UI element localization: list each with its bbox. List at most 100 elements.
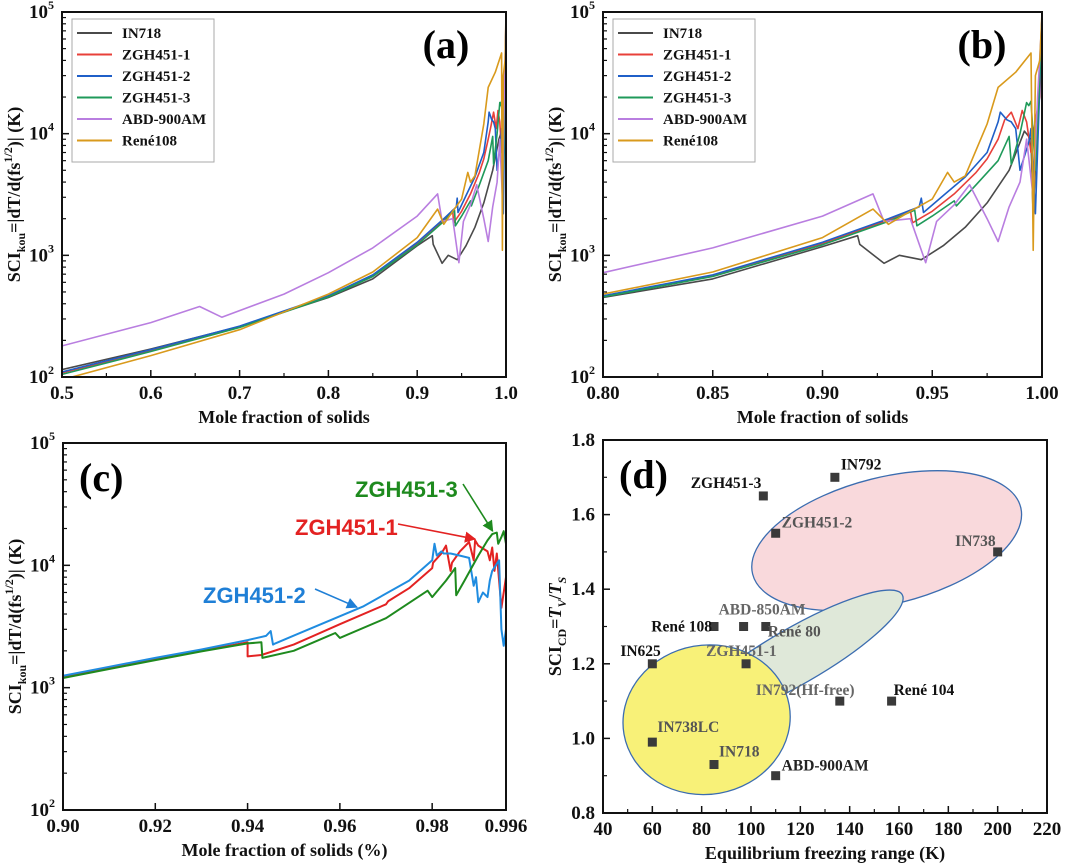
cluster-ellipse-low (622, 644, 791, 796)
y-tick-label: 0.8 (571, 803, 595, 824)
legend-label: ZGH451-1 (663, 48, 731, 64)
legend-label: René108 (663, 134, 718, 150)
legend-label: IN718 (122, 26, 161, 42)
x-tick-label: 180 (934, 819, 963, 840)
x-tick-label: 0.996 (485, 816, 528, 837)
legend: IN718 ZGH451-1 ZGH451-2 ZGH451-3 ABD-900AM Re… (612, 18, 756, 163)
square-marker (771, 528, 781, 538)
x-tick-label: 0.95 (916, 383, 949, 404)
y-tick-label: 1.2 (571, 654, 595, 675)
y-tick-label: 1.8 (571, 430, 595, 451)
legend-item: ZGH451-2 (77, 69, 190, 85)
point-label: René 104 (894, 682, 955, 699)
series-line-zgh451-3 (63, 530, 506, 679)
series-line-abd-900am (62, 17, 506, 347)
panel-label: (c) (79, 455, 123, 500)
series-line-zgh451-1 (63, 539, 506, 679)
point-label: ZGH451-1 (706, 643, 777, 660)
x-tick-label: 0.98 (416, 816, 449, 837)
square-marker (761, 622, 771, 631)
x-tick-label: 80 (692, 819, 711, 840)
legend-box (612, 18, 756, 163)
x-axis-title: Mole fraction of solids (198, 407, 369, 427)
x-tick-label: 120 (786, 819, 815, 840)
x-tick-label: 1.00 (1025, 383, 1058, 404)
x-tick-label: 0.90 (806, 383, 839, 404)
data-point: ZGH451-3 (691, 475, 768, 501)
series-line-ren-108 (68, 12, 506, 377)
panel-label: (d) (619, 452, 668, 497)
square-marker (830, 472, 840, 482)
y-tick-label: 105 (30, 429, 55, 454)
y-axis-title: SCICD=TV/TS (545, 577, 569, 677)
legend-label: ZGH451-3 (663, 91, 731, 107)
x-tick-label: 0.8 (317, 383, 341, 404)
legend-item: ZGH451-3 (77, 91, 190, 107)
legend-item: ZGH451-2 (618, 69, 731, 85)
point-label: ABD-900AM (782, 758, 869, 775)
series-group (603, 12, 1042, 299)
y-tick-label: 104 (570, 120, 595, 145)
legend-box (71, 18, 215, 163)
data-point: ABD-850AM (719, 602, 806, 631)
data-point: ABD-900AM (771, 758, 869, 781)
annotation-zgh451-2: ZGH451-2 (203, 583, 358, 609)
series-line-ren-108 (603, 12, 1042, 295)
x-tick-label: 160 (885, 819, 914, 840)
annotation-label: ZGH451-1 (295, 515, 398, 540)
annotation-arrow (314, 588, 358, 609)
point-label: ABD-850AM (719, 602, 806, 619)
x-axis-title: Mole fraction of solids (737, 407, 908, 427)
legend-label: ABD-900AM (122, 112, 206, 128)
legend-item: René108 (77, 134, 177, 150)
point-label: René 108 (651, 619, 712, 636)
annotation-label: ZGH451-2 (203, 583, 306, 608)
y-tick-label: 102 (30, 796, 55, 821)
y-tick-label: 1.6 (571, 505, 595, 526)
x-tick-label: 140 (835, 819, 864, 840)
y-tick-label: 105 (570, 0, 595, 23)
legend: IN718 ZGH451-1 ZGH451-2 ZGH451-3 ABD-900AM Re… (71, 18, 215, 163)
series-line-zgh451-3 (62, 17, 506, 376)
legend-item: ZGH451-1 (77, 48, 190, 64)
legend-item: IN718 (618, 26, 702, 42)
data-point: IN738LC (647, 719, 719, 747)
x-tick-label: 0.92 (139, 816, 172, 837)
y-tick-label: 102 (29, 363, 54, 388)
point-label: René 80 (768, 624, 821, 641)
x-axis-title: Mole fraction of solids (%) (182, 840, 388, 861)
square-marker (887, 696, 897, 706)
x-tick-label: 0.90 (46, 816, 79, 837)
legend-label: René108 (122, 134, 177, 150)
point-label: IN718 (719, 744, 760, 761)
panel-label: (b) (958, 22, 1007, 67)
series-line-zgh451-2 (603, 17, 1042, 297)
y-tick-label: 104 (30, 551, 55, 576)
square-marker (758, 491, 768, 501)
point-label: IN625 (620, 643, 661, 660)
data-point: René 104 (887, 682, 955, 706)
legend-item: ZGH451-3 (618, 91, 731, 107)
annotation-zgh451-1: ZGH451-1 (295, 515, 477, 543)
y-tick-label: 102 (570, 363, 595, 388)
legend-item: ABD-900AM (77, 112, 206, 128)
annotation-label: ZGH451-3 (355, 477, 458, 502)
square-marker (709, 760, 719, 770)
point-label: ZGH451-3 (691, 475, 762, 492)
point-label: IN738 (955, 533, 996, 550)
plot-frame (62, 442, 507, 811)
annotation-zgh451-3: ZGH451-3 (355, 477, 494, 533)
legend-label: IN718 (663, 26, 702, 42)
legend-label: ZGH451-1 (122, 48, 190, 64)
x-tick-label: 0.5 (50, 383, 74, 404)
x-tick-label: 220 (1033, 819, 1062, 840)
square-marker (835, 696, 845, 706)
point-label: ZGH451-2 (782, 514, 853, 531)
series-line-zgh451-2 (63, 542, 506, 677)
data-point: René 80 (761, 622, 821, 641)
square-marker (739, 622, 749, 631)
legend-item: René108 (618, 134, 718, 150)
data-point: IN718 (709, 744, 760, 770)
y-axis-title: SCIkou=|dT/d(fs1/2)| (K) (542, 107, 569, 282)
